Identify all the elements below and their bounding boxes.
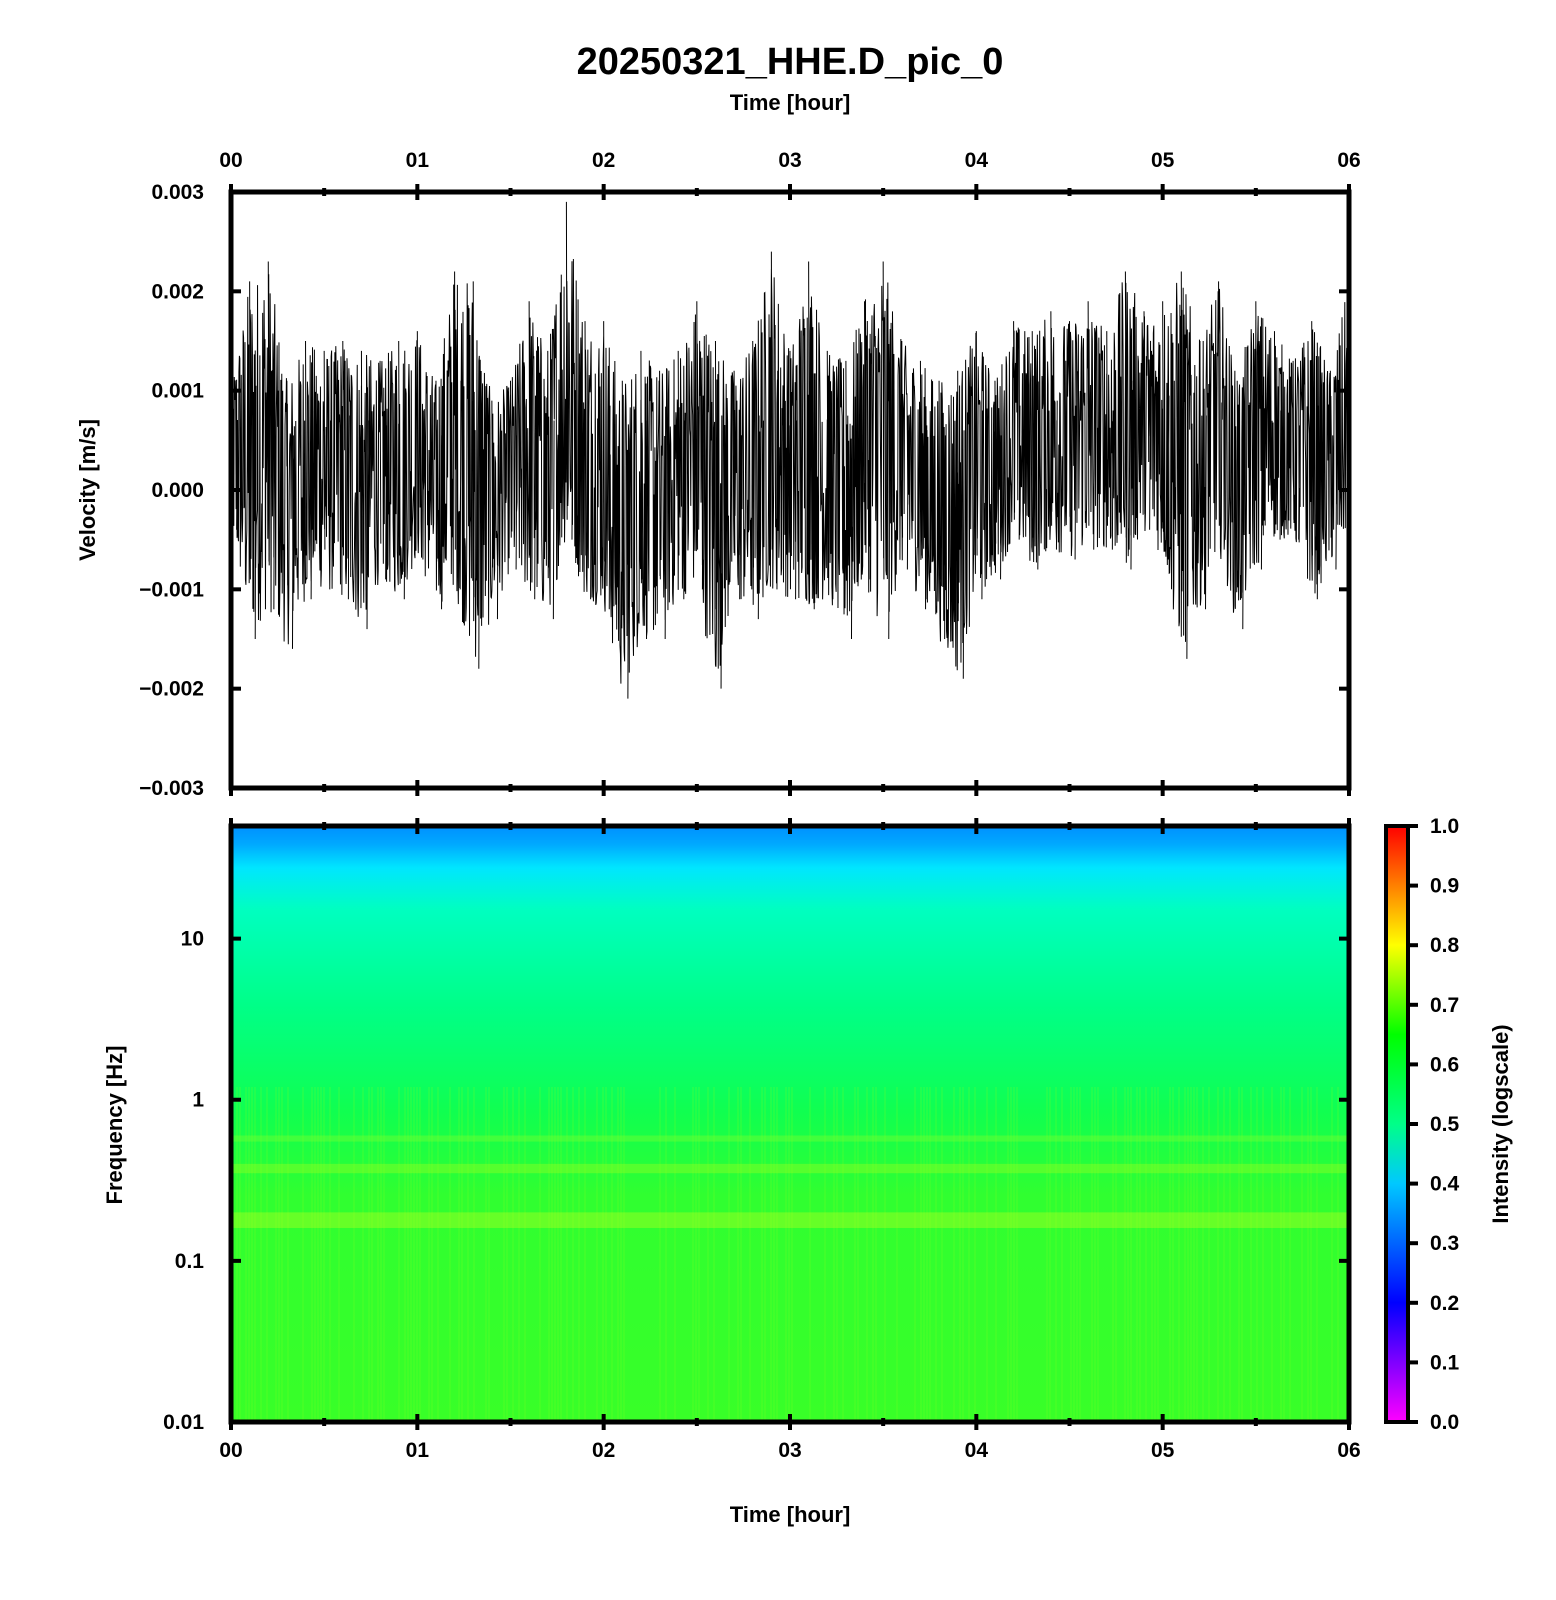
velocity-tick-label: 0.001 <box>151 380 204 403</box>
velocity-tick-label: −0.002 <box>139 678 204 701</box>
top-x-tick-label: 03 <box>778 149 801 172</box>
colorbar-tick-label: 0.2 <box>1430 1292 1459 1315</box>
velocity-tick-label: 0.002 <box>151 280 204 303</box>
bottom-x-tick-label: 04 <box>965 1439 989 1462</box>
waveform-trace <box>231 201 1349 699</box>
velocity-tick-label: −0.003 <box>139 777 204 800</box>
colorbar-tick-label: 0.9 <box>1430 875 1459 898</box>
colorbar-tick-label: 0.3 <box>1430 1232 1459 1255</box>
top-x-tick-label: 00 <box>219 149 242 172</box>
velocity-tick-label: 0.000 <box>151 479 204 502</box>
spectrogram-ticks: 00 01 02 03 04 05 06 10 1 0.1 0.01 <box>163 818 1361 1462</box>
spectrogram-texture <box>231 1087 1349 1422</box>
frequency-tick-label: 0.01 <box>163 1411 204 1434</box>
colorbar-tick-label: 0.5 <box>1430 1113 1460 1136</box>
frequency-tick-label: 1 <box>192 1089 204 1112</box>
velocity-tick-label: −0.001 <box>139 578 204 601</box>
frequency-axis-label: Frequency [Hz] <box>102 1046 127 1205</box>
top-x-tick-label: 05 <box>1151 149 1175 172</box>
spectrogram-image <box>231 826 1349 1422</box>
spectrogram-band-0 <box>231 1212 1349 1228</box>
waveform-ticks: 00 01 02 03 04 05 06 0.003 0.002 0.001 0.000 −0.001… <box>139 149 1361 800</box>
bottom-x-tick-label: 05 <box>1151 1439 1175 1462</box>
spectrogram-band-1 <box>231 1163 1349 1174</box>
velocity-axis-label: Velocity [m/s] <box>75 419 100 561</box>
colorbar-label: Intensity (logscale) <box>1488 1024 1513 1223</box>
colorbar: 1.0 0.9 0.8 0.7 0.6 0.5 0.4 0.3 0.2 0.1 0.0 Intens… <box>1384 815 1513 1434</box>
spectrogram-streaks <box>231 1087 1339 1422</box>
bottom-x-tick-label: 03 <box>778 1439 801 1462</box>
colorbar-tick-label: 0.6 <box>1430 1053 1459 1076</box>
colorbar-tick-label: 0.4 <box>1430 1173 1460 1196</box>
colorbar-tick-label: 0.1 <box>1430 1351 1460 1374</box>
colorbar-tick-label: 1.0 <box>1430 815 1459 838</box>
top-x-tick-label: 02 <box>592 149 615 172</box>
top-x-tick-label: 01 <box>406 149 430 172</box>
frequency-tick-label: 10 <box>181 928 204 951</box>
colorbar-tick-label: 0.0 <box>1430 1411 1459 1434</box>
bottom-x-tick-label: 00 <box>219 1439 242 1462</box>
bottom-x-tick-label: 02 <box>592 1439 615 1462</box>
velocity-tick-label: 0.003 <box>151 181 204 204</box>
colorbar-gradient <box>1386 826 1408 1422</box>
top-x-tick-label: 04 <box>965 149 989 172</box>
chart-title: 20250321_HHE.D_pic_0 <box>577 41 1004 83</box>
spectrogram-band-2 <box>231 1135 1349 1142</box>
colorbar-ticks: 1.0 0.9 0.8 0.7 0.6 0.5 0.4 0.3 0.2 0.1 0.0 <box>1408 815 1460 1434</box>
colorbar-tick-label: 0.8 <box>1430 934 1460 957</box>
frequency-tick-label: 0.1 <box>175 1250 205 1273</box>
bottom-x-axis-label: Time [hour] <box>730 1502 851 1527</box>
bottom-x-tick-label: 01 <box>406 1439 430 1462</box>
top-x-tick-label: 06 <box>1337 149 1360 172</box>
bottom-x-tick-label: 06 <box>1337 1439 1360 1462</box>
waveform-panel: 00 01 02 03 04 05 06 0.003 0.002 0.001 0.000 −0.001… <box>75 149 1361 800</box>
top-x-axis-label: Time [hour] <box>730 90 851 115</box>
waveform-line <box>231 201 1349 699</box>
colorbar-tick-label: 0.7 <box>1430 994 1459 1017</box>
